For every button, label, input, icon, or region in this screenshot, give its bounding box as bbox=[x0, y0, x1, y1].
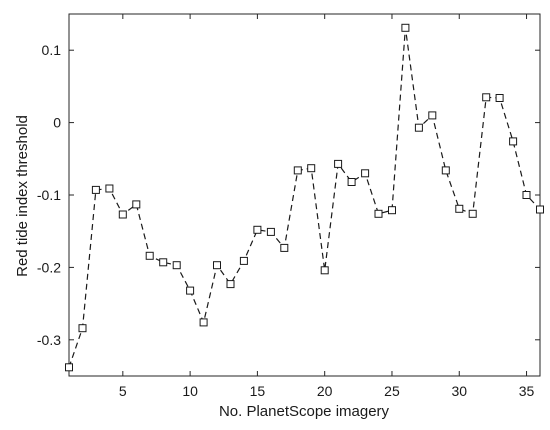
data-point-marker bbox=[428, 111, 437, 120]
x-tick-labels: 5 10 15 20 25 30 35 bbox=[119, 383, 535, 399]
data-point-marker bbox=[172, 261, 181, 270]
data-point-marker bbox=[307, 164, 316, 173]
data-point-marker bbox=[536, 205, 544, 214]
data-point-marker bbox=[468, 209, 477, 218]
data-point-marker bbox=[65, 363, 73, 372]
plot-area bbox=[68, 13, 541, 377]
data-point-marker bbox=[253, 225, 262, 234]
y-tick-label: -0.3 bbox=[37, 332, 61, 348]
data-point-marker bbox=[455, 204, 464, 213]
data-point-marker bbox=[266, 227, 275, 236]
data-point-marker bbox=[293, 166, 302, 175]
x-tick-label: 15 bbox=[250, 383, 266, 399]
data-point-marker bbox=[374, 209, 383, 218]
x-tick-label: 10 bbox=[182, 383, 198, 399]
data-point-marker bbox=[159, 258, 168, 267]
data-point-marker bbox=[388, 206, 396, 215]
x-tick-label: 30 bbox=[451, 383, 467, 399]
data-point-marker bbox=[334, 159, 343, 168]
y-tick-label: -0.1 bbox=[37, 187, 61, 203]
data-point-marker bbox=[226, 280, 235, 289]
data-point-marker bbox=[320, 266, 329, 275]
tick-marks bbox=[69, 14, 540, 376]
data-point-marker bbox=[495, 94, 504, 102]
data-point-marker bbox=[347, 178, 356, 186]
y-tick-label: -0.2 bbox=[37, 259, 61, 275]
series-red-tide-threshold bbox=[65, 23, 544, 372]
data-point-marker bbox=[361, 169, 370, 178]
data-point-marker bbox=[509, 137, 518, 146]
data-point-marker bbox=[199, 318, 208, 327]
data-point-marker bbox=[239, 256, 248, 265]
data-point-marker bbox=[441, 166, 450, 175]
data-point-marker bbox=[522, 191, 531, 199]
data-point-marker bbox=[78, 324, 87, 333]
y-tick-label: 0.1 bbox=[42, 42, 62, 58]
x-tick-label: 25 bbox=[384, 383, 400, 399]
x-tick-label: 35 bbox=[519, 383, 535, 399]
data-point-marker bbox=[401, 23, 410, 32]
y-tick-labels: -0.3 -0.2 -0.1 0 0.1 bbox=[37, 42, 61, 348]
data-point-marker bbox=[118, 210, 127, 219]
data-point-marker bbox=[186, 286, 195, 295]
x-tick-label: 20 bbox=[317, 383, 333, 399]
data-point-marker bbox=[145, 251, 154, 260]
plot-frame bbox=[68, 13, 541, 377]
data-point-marker bbox=[414, 123, 423, 132]
data-point-marker bbox=[132, 200, 141, 209]
x-axis-title: No. PlanetScope imagery bbox=[219, 403, 390, 420]
data-point-marker bbox=[105, 184, 114, 193]
data-point-marker bbox=[280, 243, 289, 252]
data-point-marker bbox=[482, 93, 491, 102]
y-axis-title: Red tide index threshold bbox=[14, 115, 31, 277]
data-point-marker bbox=[213, 261, 221, 270]
y-tick-label: 0 bbox=[53, 115, 61, 131]
data-point-marker bbox=[91, 185, 100, 194]
x-tick-label: 5 bbox=[119, 383, 127, 399]
